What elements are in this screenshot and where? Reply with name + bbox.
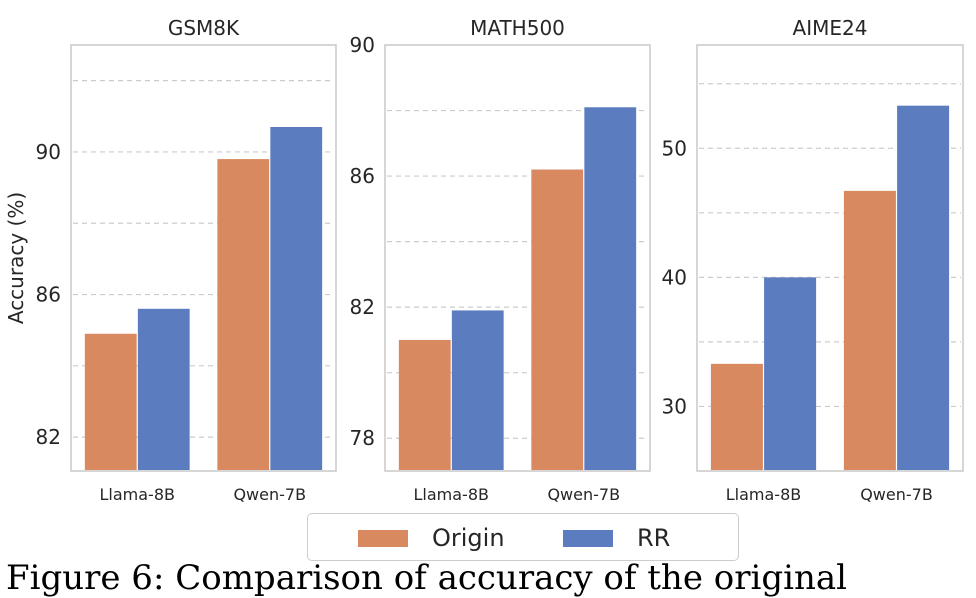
legend-label-rr: RR <box>637 524 671 552</box>
figure-caption: Figure 6: Comparison of accuracy of the … <box>6 558 848 598</box>
legend-item-rr: RR <box>563 524 670 552</box>
bar-rr-qwen-7b <box>584 107 637 470</box>
y-tick-label: 50 <box>662 136 687 160</box>
legend-swatch-rr <box>563 529 613 547</box>
legend: Origin RR <box>307 513 739 561</box>
y-tick-label: 86 <box>36 283 61 307</box>
bar-origin-llama-8b <box>710 363 763 470</box>
axes-frame <box>696 44 964 472</box>
panel-title: GSM8K <box>168 16 240 40</box>
y-tick-label: 30 <box>662 394 687 418</box>
bar-origin-llama-8b <box>398 339 451 470</box>
bar-rr-qwen-7b <box>270 126 323 470</box>
x-tick-label: Qwen-7B <box>547 485 620 504</box>
legend-item-origin: Origin <box>358 524 505 552</box>
bar-origin-llama-8b <box>84 333 137 470</box>
x-tick-label: Llama-8B <box>414 485 489 504</box>
legend-swatch-origin <box>358 529 408 547</box>
bar-origin-qwen-7b <box>217 159 270 470</box>
y-tick-label: 86 <box>350 164 375 188</box>
bar-origin-qwen-7b <box>843 190 896 470</box>
y-tick-label: 82 <box>36 425 61 449</box>
x-tick-label: Llama-8B <box>726 485 801 504</box>
bar-rr-qwen-7b <box>897 105 950 470</box>
bar-rr-llama-8b <box>764 277 817 470</box>
bar-rr-llama-8b <box>451 310 504 470</box>
bar-origin-qwen-7b <box>531 169 584 470</box>
axes-frame <box>70 44 337 472</box>
y-tick-label: 78 <box>350 426 375 450</box>
x-tick-label: Qwen-7B <box>860 485 933 504</box>
x-tick-label: Qwen-7B <box>233 485 306 504</box>
panel-title: AIME24 <box>793 16 868 40</box>
axes-frame <box>384 44 651 472</box>
y-tick-label: 82 <box>350 295 375 319</box>
legend-label-origin: Origin <box>432 524 505 552</box>
y-axis-label: Accuracy (%) <box>4 192 28 324</box>
y-tick-label: 90 <box>350 33 375 57</box>
y-tick-label: 40 <box>662 265 687 289</box>
panel-title: MATH500 <box>470 16 565 40</box>
y-tick-label: 90 <box>36 140 61 164</box>
bar-rr-llama-8b <box>137 308 190 470</box>
x-tick-label: Llama-8B <box>100 485 175 504</box>
figure: Llama-8B Qwen-7B 82 86 90 GSM8K Accuracy (%) Ll… <box>4 16 964 504</box>
